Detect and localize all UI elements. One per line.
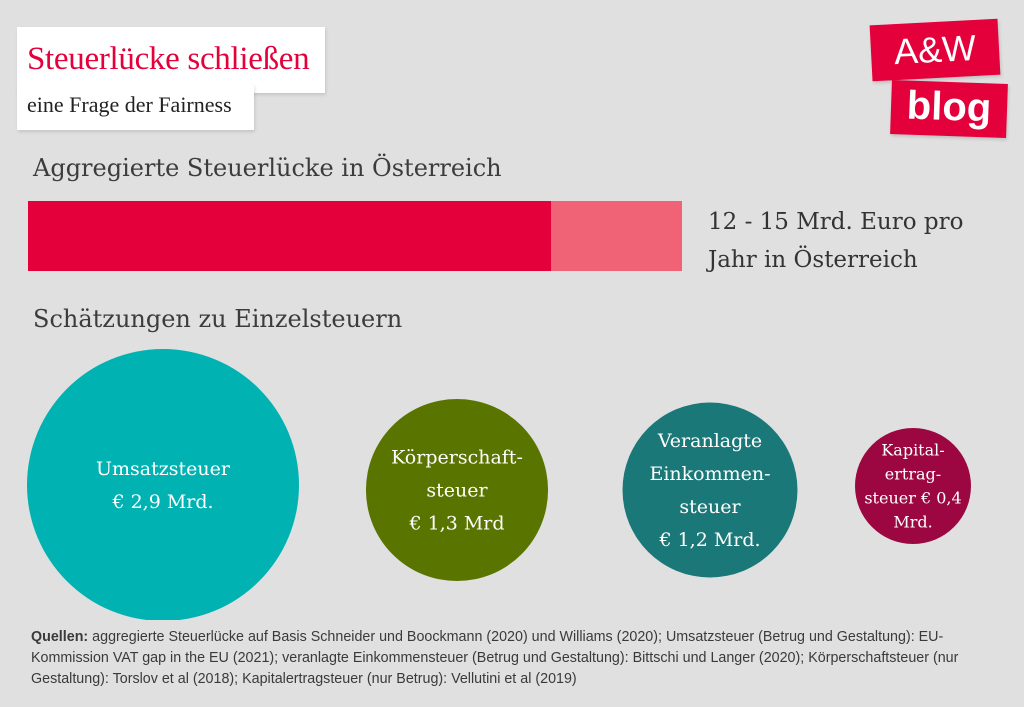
bubble-circle-einkommensteuer (622, 402, 798, 578)
page-subtitle: eine Frage der Fairness (17, 84, 254, 130)
bubble-label-einkommensteuer: steuer (679, 496, 741, 518)
bubble-label-kapitalertragsteuer: ertrag- (885, 465, 941, 484)
sources-text: aggregierte Steuerlücke auf Basis Schnei… (31, 629, 959, 687)
bubble-label-umsatzsteuer: Umsatzsteuer (96, 458, 231, 480)
aggregate-heading: Aggregierte Steuerlücke in Österreich (33, 154, 502, 182)
page-title: Steuerlücke schließen (27, 41, 310, 77)
bubble-koerperschaftsteuer: Körperschaft-steuer € 1,3 Mrd (365, 398, 549, 582)
bubble-label-kapitalertragsteuer: Kapital- (881, 441, 944, 460)
bubble-circle-umsatzsteuer (27, 349, 299, 620)
tax-bubble-chart: Umsatzsteuer € 2,9 Mrd. Körperschaft-steue… (27, 349, 971, 620)
title-box: Steuerlücke schließen (17, 27, 326, 93)
bubble-label-koerperschaftsteuer: steuer (426, 480, 488, 502)
bubble-label-einkommensteuer: Veranlagte (657, 430, 762, 452)
bubble-label-koerperschaftsteuer: € 1,3 Mrd (408, 513, 504, 535)
bubble-umsatzsteuer: Umsatzsteuer € 2,9 Mrd. (27, 349, 299, 620)
aggregate-gap-bar (28, 201, 682, 271)
bubble-label-umsatzsteuer: € 2,9 Mrd. (111, 491, 213, 513)
gap-bar-segment-min (28, 201, 552, 271)
sources-note: Quellen: aggregierte Steuerlücke auf Bas… (31, 627, 1001, 690)
bubble-label-einkommensteuer: Einkommen- (649, 463, 770, 485)
bubble-label-kapitalertragsteuer: Mrd. (893, 513, 932, 532)
bubble-label-kapitalertragsteuer: steuer € 0,4 (864, 489, 961, 508)
gap-bar-segment-range (551, 201, 682, 271)
bubble-einkommensteuer: Veranlagte Einkommen-steuer € 1,2 Mrd. (622, 402, 798, 578)
bubble-label-einkommensteuer: € 1,2 Mrd. (658, 529, 760, 551)
estimates-heading: Schätzungen zu Einzelsteuern (33, 305, 403, 333)
bubble-circle-koerperschaftsteuer (365, 398, 549, 582)
sources-label: Quellen: (31, 629, 89, 645)
aw-blog-logo[interactable]: A&W blog (869, 18, 1008, 139)
bubble-circle-kapitalertragsteuer (855, 428, 971, 544)
aggregate-label-line2: Jahr in Österreich (708, 247, 918, 273)
aggregate-label-line1: 12 - 15 Mrd. Euro pro (708, 209, 964, 235)
logo-aw: A&W (869, 18, 1001, 82)
bubble-label-koerperschaftsteuer: Körperschaft- (391, 447, 523, 469)
logo-blog: blog (890, 79, 1008, 139)
aggregate-gap-label: 12 - 15 Mrd. Euro pro Jahr in Österreich (708, 203, 998, 279)
bubble-kapitalertragsteuer: Kapital-ertrag-steuer € 0,4 Mrd. (855, 428, 971, 544)
